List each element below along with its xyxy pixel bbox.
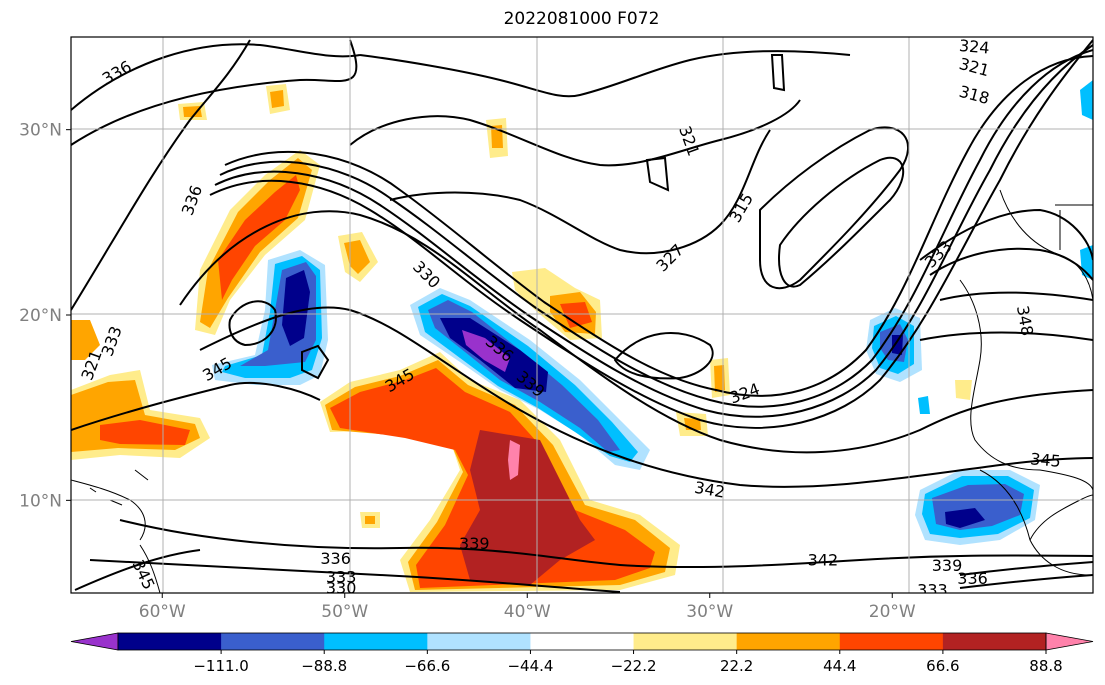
- contour-label: 333: [326, 567, 357, 586]
- colorbar-tick-label: −44.4: [507, 657, 553, 675]
- contour-label: 339: [932, 556, 963, 575]
- colorbar-segment: [633, 633, 738, 650]
- contour-label: 330: [326, 578, 357, 597]
- contour-label: 342: [808, 551, 839, 570]
- colorbar-frame: [117, 632, 1047, 651]
- contour-label-text: 336: [957, 569, 988, 588]
- colorbar-segment: [324, 633, 428, 650]
- colorbar-tick-label: −66.6: [404, 657, 450, 675]
- colorbar-segment: [839, 633, 944, 650]
- contour-label: 336: [320, 549, 351, 568]
- contour-label: 345: [1029, 449, 1061, 471]
- contour-label: 324: [958, 36, 990, 58]
- latitude-axis: 10°N 20°N 30°N: [19, 121, 71, 511]
- colorbar-segment: [221, 633, 325, 650]
- contour-label-text: 339: [459, 534, 490, 553]
- lon-tick-label: 20°W: [869, 602, 916, 622]
- map-title: 2022081000 F072: [503, 9, 660, 29]
- colorbar-tick-label: 22.2: [720, 657, 753, 675]
- gridlines: [71, 37, 1093, 593]
- lat-tick-label: 30°N: [19, 121, 62, 141]
- lon-tick-label: 60°W: [139, 602, 186, 622]
- contour-label-text: 342: [808, 551, 839, 570]
- contour-label-text: 333: [326, 567, 357, 586]
- colorbar-tick-label: 66.6: [926, 657, 959, 675]
- contour-label-text: 336: [320, 549, 351, 568]
- shaded-field: [71, 80, 1093, 592]
- lat-tick-label: 10°N: [19, 491, 62, 511]
- contour-label-text: 330: [326, 578, 357, 597]
- colorbar-segment: [530, 633, 635, 650]
- contour-lines: [71, 39, 1093, 593]
- colorbar-tick-label: −111.0: [193, 657, 249, 675]
- contour-label-text: 333: [917, 580, 948, 599]
- colorbar-segment: [736, 633, 841, 650]
- contour-label: 336: [957, 569, 988, 588]
- contour-label-text: 345: [1029, 449, 1061, 471]
- colorbar-tick-label: −88.8: [301, 657, 347, 675]
- coastlines: [71, 189, 1093, 593]
- colorbar-tick-label: 44.4: [823, 657, 856, 675]
- colorbar-segment: [942, 633, 1047, 650]
- colorbar-segment: [427, 633, 531, 650]
- lon-tick-label: 50°W: [321, 602, 368, 622]
- lon-tick-label: 30°W: [686, 602, 733, 622]
- contour-label: 333: [917, 580, 948, 599]
- lon-tick-label: 40°W: [504, 602, 551, 622]
- colorbar-min-extension: [70, 632, 119, 651]
- contour-label: 339: [459, 534, 490, 553]
- colorbar-max-extension: [1045, 632, 1094, 651]
- lat-tick-label: 20°N: [19, 306, 62, 326]
- contour-label-text: 339: [932, 556, 963, 575]
- colorbar: −111.0 −88.8 −66.6 −44.4 −22.2 22.2 44.4 66.6 88…: [70, 632, 1094, 675]
- colorbar-segment: [118, 633, 222, 650]
- contour-label-text: 324: [958, 36, 990, 58]
- colorbar-tick-label: −22.2: [611, 657, 657, 675]
- colorbar-tick-label: 88.8: [1029, 657, 1062, 675]
- longitude-axis: 60°W 50°W 40°W 30°W 20°W: [139, 593, 916, 622]
